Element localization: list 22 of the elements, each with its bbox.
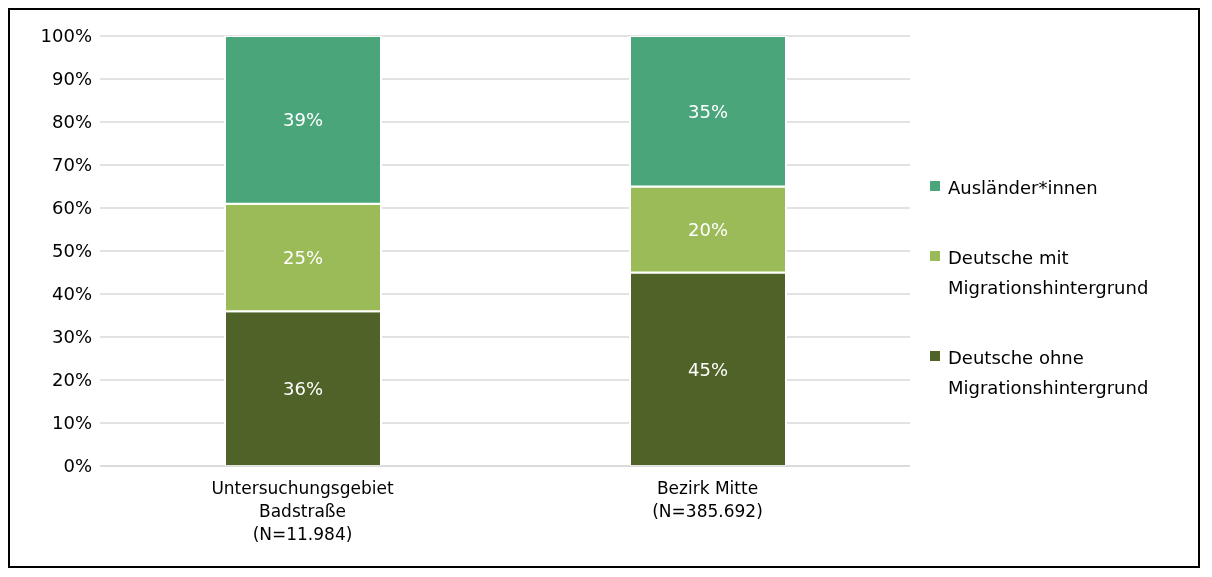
y-tick-label: 0% <box>63 455 92 477</box>
text: 25% <box>282 246 324 268</box>
y-tick-label: 10% <box>51 412 92 434</box>
legend-label: Deutsche mit Migrationshintergrund <box>948 246 1150 300</box>
text: 39% <box>282 109 324 131</box>
legend-label: Deutsche ohne Migrationshintergrund <box>948 346 1150 400</box>
y-tick-label: 20% <box>51 369 92 391</box>
y-tick-label: 100% <box>40 25 92 47</box>
text: 36% <box>282 378 324 400</box>
y-tick-label: 90% <box>51 68 92 90</box>
y-tick-label: 70% <box>51 154 92 176</box>
x-tick-label: Bezirk Mitte (N=385.692) <box>652 478 763 521</box>
legend-label: Ausländer*innen <box>948 176 1098 200</box>
y-tick-label: 30% <box>51 326 92 348</box>
x-tick-label: Untersuchungsgebiet Badstraße (N=11.984) <box>211 478 394 544</box>
y-tick-label: 80% <box>51 111 92 133</box>
y-tick-label: 40% <box>51 283 92 305</box>
y-tick-label: 60% <box>51 197 92 219</box>
text: 20% <box>687 219 729 240</box>
text: 35% <box>687 100 729 122</box>
y-tick-label: 50% <box>51 240 92 262</box>
text: 45% <box>687 358 729 380</box>
